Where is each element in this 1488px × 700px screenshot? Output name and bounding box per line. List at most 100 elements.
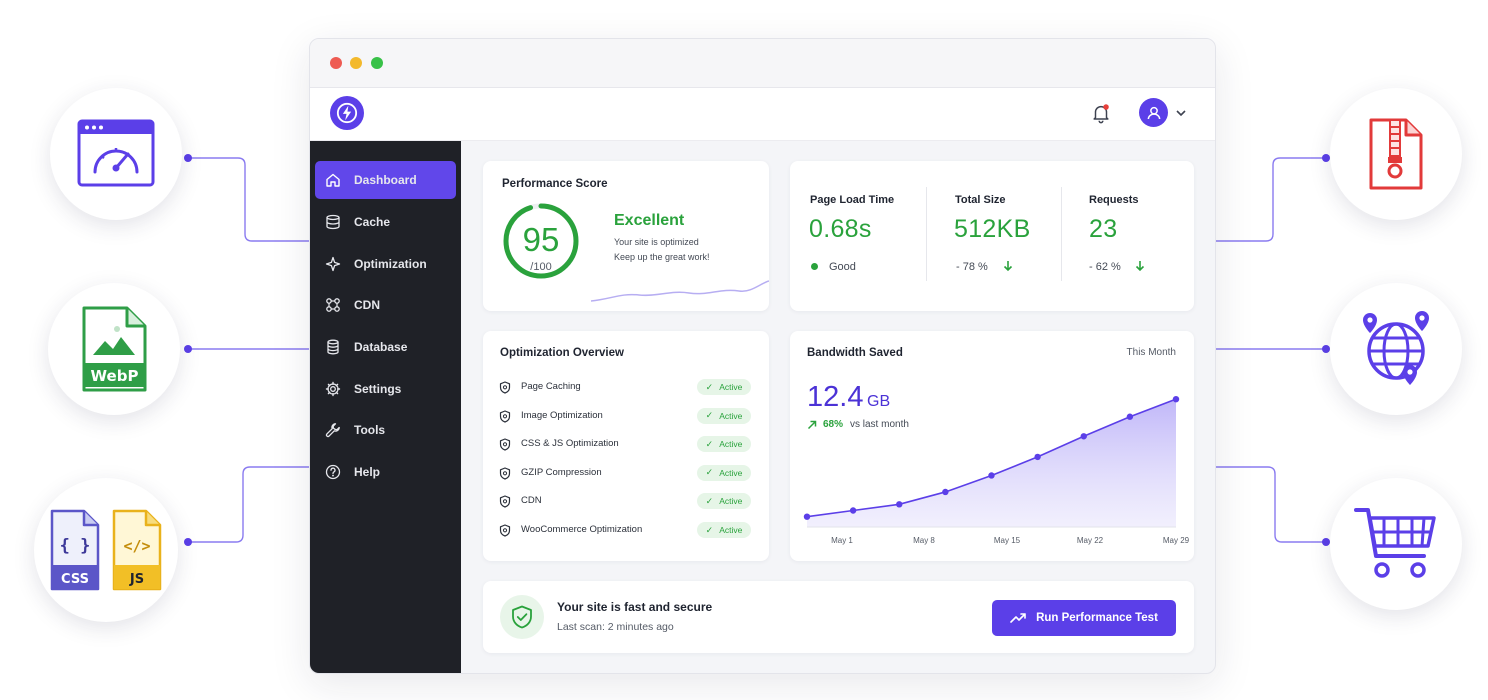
sparkle-icon bbox=[325, 256, 341, 272]
sidebar: Dashboard Cache Optimization CDN Databas… bbox=[310, 141, 461, 673]
check-icon: ✓ bbox=[705, 524, 714, 535]
page-load-time-status: Good bbox=[829, 261, 856, 273]
status-badge-label: Active bbox=[719, 525, 743, 535]
minimize-window-button[interactable] bbox=[350, 57, 362, 69]
site-status-card: Your site is fast and secure Last scan: … bbox=[483, 581, 1194, 653]
optimization-item[interactable]: GZIP Compression ✓ Active bbox=[499, 464, 751, 484]
metric-divider bbox=[1061, 187, 1062, 281]
optimization-item-label: GZIP Compression bbox=[521, 466, 602, 478]
sidebar-item-optimization[interactable]: Optimization bbox=[315, 245, 456, 283]
webp-icon: WebP bbox=[82, 306, 147, 392]
check-icon: ✓ bbox=[705, 495, 714, 506]
sidebar-item-label: Optimization bbox=[354, 257, 427, 271]
sidebar-item-tools[interactable]: Tools bbox=[315, 411, 456, 449]
wrench-icon bbox=[325, 423, 340, 438]
data-point bbox=[1080, 433, 1087, 440]
cdn-icon bbox=[326, 298, 340, 312]
bandwidth-title: Bandwidth Saved bbox=[807, 347, 903, 359]
score-message-line2: Keep up the great work! bbox=[614, 252, 710, 262]
bandwidth-value: 12.4 bbox=[807, 381, 864, 413]
sidebar-item-label: CDN bbox=[354, 298, 380, 312]
cart-icon bbox=[1354, 508, 1436, 578]
css-label: CSS bbox=[61, 572, 89, 587]
data-point bbox=[1172, 395, 1180, 403]
total-size-change: - 78 % bbox=[956, 261, 988, 273]
check-icon: ✓ bbox=[705, 410, 714, 421]
requests-change: - 62 % bbox=[1089, 261, 1121, 273]
shield-check-icon bbox=[512, 605, 532, 629]
performance-score-title: Performance Score bbox=[502, 178, 608, 190]
maximize-window-button[interactable] bbox=[371, 57, 383, 69]
optimization-item[interactable]: Page Caching ✓ Active bbox=[499, 378, 751, 398]
chevron-down-icon bbox=[1176, 110, 1186, 117]
sidebar-item-cdn[interactable]: CDN bbox=[315, 286, 456, 324]
avatar[interactable] bbox=[1139, 98, 1168, 127]
close-window-button[interactable] bbox=[330, 57, 342, 69]
optimization-item[interactable]: Image Optimization ✓ Active bbox=[499, 407, 751, 427]
data-point bbox=[896, 501, 903, 508]
trend-up-icon bbox=[807, 420, 817, 430]
score-value: 95 bbox=[522, 221, 560, 258]
bandwidth-chart: May 1 May 8 May 15 May 22 May 29 bbox=[803, 395, 1190, 545]
x-tick-label: May 22 bbox=[1077, 536, 1104, 545]
sidebar-item-database[interactable]: Database bbox=[315, 328, 456, 366]
optimization-item[interactable]: WooCommerce Optimization ✓ Active bbox=[499, 521, 751, 541]
status-badge: ✓ Active bbox=[697, 522, 751, 538]
home-icon bbox=[326, 173, 340, 187]
webp-icon-text: WebP bbox=[91, 367, 139, 385]
total-size-value: 512KB bbox=[954, 215, 1031, 243]
status-title: Your site is fast and secure bbox=[557, 600, 713, 614]
data-point bbox=[1034, 453, 1041, 461]
status-badge: ✓ Active bbox=[697, 436, 751, 453]
sidebar-item-label: Tools bbox=[354, 423, 386, 437]
status-badge: ✓ Active bbox=[697, 407, 751, 424]
status-badge: ✓ Active bbox=[697, 493, 751, 510]
account-menu-toggle[interactable] bbox=[1175, 106, 1187, 124]
x-tick-label: May 1 bbox=[831, 536, 853, 545]
metric-divider bbox=[926, 187, 927, 281]
total-size-label: Total Size bbox=[955, 194, 1006, 206]
sidebar-item-dashboard[interactable]: Dashboard bbox=[315, 161, 456, 199]
window-titlebar bbox=[310, 39, 1215, 88]
sidebar-item-cache[interactable]: Cache bbox=[315, 203, 456, 241]
check-icon: ✓ bbox=[705, 438, 714, 449]
status-badge-label: Active bbox=[719, 467, 743, 478]
bell-icon bbox=[1093, 104, 1109, 124]
optimization-item-label: Image Optimization bbox=[521, 409, 603, 421]
sidebar-item-settings[interactable]: Settings bbox=[315, 370, 456, 408]
shield-icon bbox=[499, 438, 511, 451]
bandwidth-period[interactable]: This Month bbox=[1126, 347, 1176, 358]
sidebar-item-label: Dashboard bbox=[354, 173, 417, 187]
run-performance-test-label: Run Performance Test bbox=[1036, 612, 1158, 624]
data-point bbox=[803, 513, 811, 520]
requests-value: 23 bbox=[1089, 215, 1118, 243]
webp-feature: WebP bbox=[48, 283, 180, 415]
zip-file-icon bbox=[1369, 118, 1423, 190]
page-load-time-label: Page Load Time bbox=[810, 194, 895, 206]
check-icon: ✓ bbox=[705, 381, 714, 392]
optimization-item-label: CSS & JS Optimization bbox=[521, 438, 619, 450]
app-logo[interactable] bbox=[330, 96, 364, 130]
css-js-icon: { } CSS </> JS bbox=[50, 509, 162, 591]
x-tick-label: May 29 bbox=[1163, 536, 1190, 545]
notifications-button[interactable] bbox=[1090, 102, 1112, 129]
app-window: Dashboard Cache Optimization CDN Databas… bbox=[309, 38, 1216, 674]
zip-feature bbox=[1330, 88, 1462, 220]
speedometer-icon bbox=[77, 119, 155, 187]
status-badge: ✓ Active bbox=[697, 464, 751, 481]
status-icon-wrap bbox=[500, 595, 544, 639]
database-icon bbox=[327, 339, 339, 355]
run-performance-test-button[interactable]: Run Performance Test bbox=[992, 600, 1176, 636]
requests-label: Requests bbox=[1089, 194, 1139, 206]
gear-icon bbox=[325, 381, 341, 397]
lightning-icon bbox=[336, 102, 358, 124]
speedometer-feature bbox=[50, 88, 182, 220]
sidebar-item-help[interactable]: Help bbox=[315, 453, 456, 491]
score-trend-sparkline bbox=[591, 280, 769, 302]
performance-score-card: Performance Score 95 /100 Excellent Your… bbox=[483, 161, 769, 311]
help-icon bbox=[325, 464, 341, 480]
optimization-item[interactable]: CDN ✓ Active bbox=[499, 492, 751, 512]
optimization-item[interactable]: CSS & JS Optimization ✓ Active bbox=[499, 435, 751, 455]
x-tick-label: May 15 bbox=[994, 536, 1021, 545]
shield-icon bbox=[499, 381, 511, 394]
